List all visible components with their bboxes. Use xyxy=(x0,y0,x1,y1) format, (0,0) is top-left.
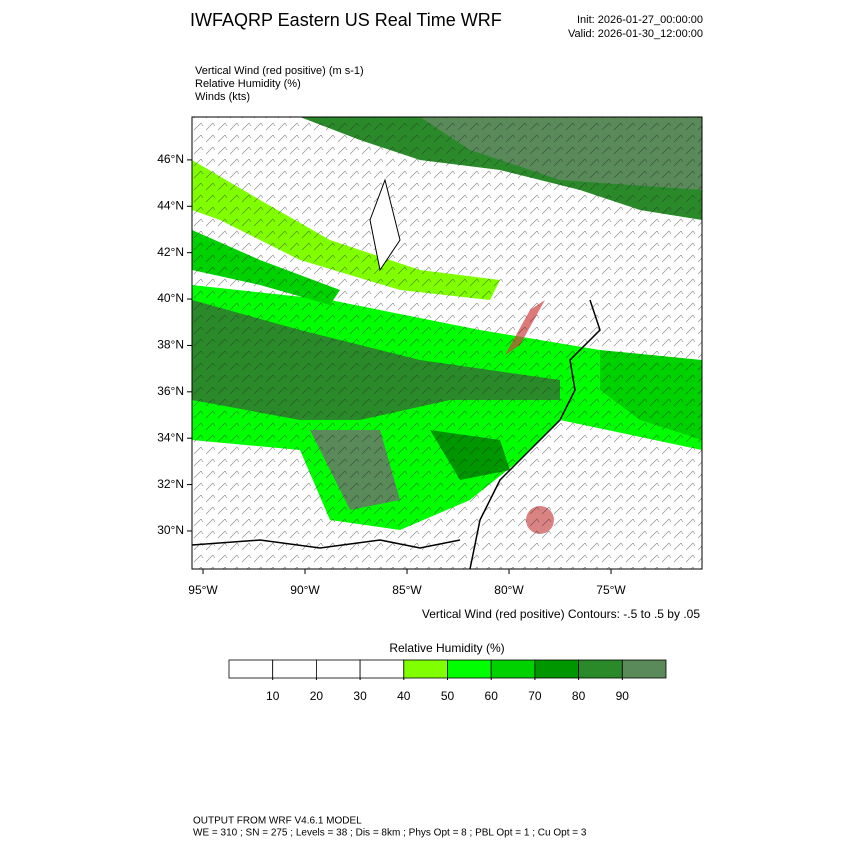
init-time: Init: 2026-01-27_00:00:00 xyxy=(577,14,703,26)
colorbar-tick-label: 30 xyxy=(353,689,367,703)
y-tick-label: 44°N xyxy=(157,198,184,212)
colorbar-box xyxy=(228,659,274,679)
colorbar-tick-label: 60 xyxy=(485,689,499,703)
footer-line: OUTPUT FROM WRF V4.6.1 MODEL xyxy=(193,816,362,827)
colorbar-box xyxy=(447,659,492,679)
colorbar-tick-label: 40 xyxy=(397,689,411,703)
x-tick-label: 90°W xyxy=(290,583,320,597)
colorbar-box xyxy=(403,659,448,679)
title: IWFAQRP Eastern US Real Time WRF xyxy=(190,10,502,30)
y-tick-label: 36°N xyxy=(157,384,184,398)
x-tick-label: 75°W xyxy=(596,583,626,597)
x-tick-label: 80°W xyxy=(494,583,524,597)
colorbar-tick-label: 80 xyxy=(572,689,586,703)
valid-time: Valid: 2026-01-30_12:00:00 xyxy=(568,28,703,40)
y-tick-label: 46°N xyxy=(157,152,184,166)
map-axes: 95°W 90°W 85°W 80°W 75°W 30°N 32°N 34°N 36°N 38°N… xyxy=(157,152,626,597)
field-label: Vertical Wind (red positive) (m s-1) xyxy=(195,65,364,77)
y-tick-label: 40°N xyxy=(157,291,184,305)
colorbar-tick-label: 10 xyxy=(266,689,280,703)
colorbar-tick-label: 20 xyxy=(310,689,324,703)
colorbar-tick-label: 50 xyxy=(441,689,455,703)
colorbar-box xyxy=(359,659,405,679)
map-field xyxy=(192,117,702,569)
colorbar-title: Relative Humidity (%) xyxy=(389,641,504,655)
colorbar-tick-label: 90 xyxy=(616,689,630,703)
y-tick-label: 42°N xyxy=(157,245,184,259)
colorbar-box xyxy=(315,659,361,679)
field-label: Relative Humidity (%) xyxy=(195,78,301,90)
map-frame xyxy=(191,116,703,570)
x-tick-label: 85°W xyxy=(392,583,422,597)
colorbar-box xyxy=(621,659,667,679)
y-tick-label: 38°N xyxy=(157,338,184,352)
footer-line: WE = 310 ; SN = 275 ; Levels = 38 ; Dis … xyxy=(193,828,587,839)
colorbar-box xyxy=(578,659,623,679)
y-tick-label: 34°N xyxy=(157,430,184,444)
colorbar-box xyxy=(272,659,317,679)
y-tick-label: 32°N xyxy=(157,477,184,491)
colorbar: 10 20 30 40 50 60 70 80 90 xyxy=(228,659,667,703)
colorbar-tick-label: 70 xyxy=(528,689,542,703)
field-label: Winds (kts) xyxy=(195,91,250,103)
x-tick-label: 95°W xyxy=(188,583,218,597)
colorbar-box xyxy=(490,659,536,679)
colorbar-box xyxy=(534,659,580,679)
contour-note: Vertical Wind (red positive) Contours: -… xyxy=(422,607,700,621)
y-tick-label: 30°N xyxy=(157,523,184,537)
